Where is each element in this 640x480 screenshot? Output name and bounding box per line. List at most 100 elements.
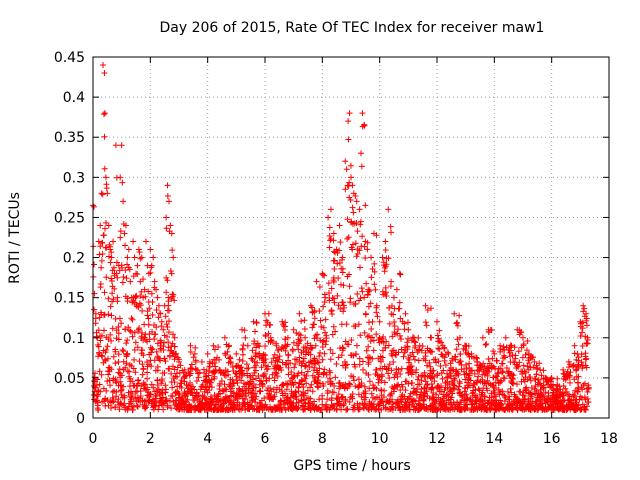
data-point xyxy=(538,383,545,390)
data-point-peak xyxy=(353,198,360,205)
data-point xyxy=(159,394,166,401)
y-axis-title: ROTI / TECUs xyxy=(7,192,23,284)
data-point xyxy=(191,350,198,357)
data-point xyxy=(452,404,459,411)
data-point xyxy=(112,315,119,322)
data-point xyxy=(109,290,116,297)
data-point xyxy=(482,397,489,404)
data-point xyxy=(570,363,577,370)
data-point xyxy=(321,350,328,357)
data-point xyxy=(386,374,393,381)
data-point xyxy=(90,306,97,313)
data-point xyxy=(500,343,507,350)
data-point xyxy=(566,379,573,386)
data-point xyxy=(451,382,458,389)
data-point xyxy=(497,365,504,372)
data-point xyxy=(507,385,514,392)
data-point xyxy=(151,336,158,343)
data-point xyxy=(326,224,333,231)
data-point xyxy=(378,358,385,365)
data-point xyxy=(132,369,139,376)
data-point xyxy=(117,387,124,394)
data-point xyxy=(131,356,138,363)
data-point xyxy=(434,332,441,339)
data-point xyxy=(205,367,212,374)
data-point xyxy=(498,401,505,408)
data-point xyxy=(298,381,305,388)
data-point xyxy=(386,320,393,327)
data-point xyxy=(106,253,113,260)
data-point xyxy=(388,403,395,410)
data-point xyxy=(321,299,328,306)
data-point xyxy=(447,386,454,393)
data-point xyxy=(566,402,573,409)
data-point xyxy=(313,367,320,374)
data-point-peak xyxy=(250,318,257,325)
x-tick-label: 6 xyxy=(261,431,270,447)
data-point xyxy=(165,329,172,336)
data-point xyxy=(373,385,380,392)
data-point xyxy=(484,400,491,407)
data-point xyxy=(355,383,362,390)
data-point xyxy=(176,405,183,412)
data-point xyxy=(111,285,118,292)
data-point xyxy=(161,369,168,376)
data-point xyxy=(277,364,284,371)
data-point xyxy=(352,300,359,307)
data-point xyxy=(386,361,393,368)
data-point xyxy=(282,336,289,343)
data-point xyxy=(97,337,104,344)
data-point xyxy=(282,361,289,368)
data-point xyxy=(583,355,590,362)
data-point-peak xyxy=(233,350,240,357)
data-point xyxy=(296,354,303,361)
data-point xyxy=(343,321,350,328)
data-point xyxy=(90,392,97,399)
data-point-peak xyxy=(138,254,145,261)
data-point xyxy=(480,368,487,375)
data-point-peak xyxy=(176,358,182,365)
data-point xyxy=(444,384,451,391)
data-point-peak xyxy=(584,334,591,341)
data-point xyxy=(316,283,323,290)
data-point xyxy=(335,302,342,309)
data-point xyxy=(520,401,527,408)
data-point-peak xyxy=(173,350,180,357)
data-point xyxy=(319,356,326,363)
data-point xyxy=(504,388,511,395)
data-point-peak xyxy=(107,246,114,253)
data-point xyxy=(261,370,268,377)
data-point xyxy=(315,373,322,380)
data-point xyxy=(524,363,531,370)
data-point xyxy=(361,294,368,301)
data-point xyxy=(497,397,504,404)
data-point xyxy=(578,351,585,358)
data-point xyxy=(429,401,436,408)
data-point-peak xyxy=(396,270,403,277)
data-point xyxy=(408,380,415,387)
data-point xyxy=(176,391,183,398)
data-point xyxy=(385,365,392,372)
data-point xyxy=(98,257,105,264)
data-point xyxy=(507,353,514,360)
data-point xyxy=(245,385,252,392)
data-point xyxy=(358,285,365,292)
data-point xyxy=(486,394,493,401)
data-point xyxy=(123,340,130,347)
data-point xyxy=(418,372,425,379)
data-point xyxy=(429,373,436,380)
data-point-peak xyxy=(451,310,458,317)
data-point xyxy=(336,260,343,267)
data-point xyxy=(388,311,395,317)
data-point xyxy=(162,382,169,389)
x-tick-label: 10 xyxy=(371,431,389,447)
data-point xyxy=(215,344,222,351)
data-point xyxy=(347,162,354,169)
data-point xyxy=(497,348,504,355)
data-point xyxy=(466,382,473,389)
data-point xyxy=(234,379,241,386)
data-point xyxy=(239,345,246,352)
data-point xyxy=(320,382,327,389)
data-point xyxy=(486,368,493,375)
data-point xyxy=(411,388,418,395)
